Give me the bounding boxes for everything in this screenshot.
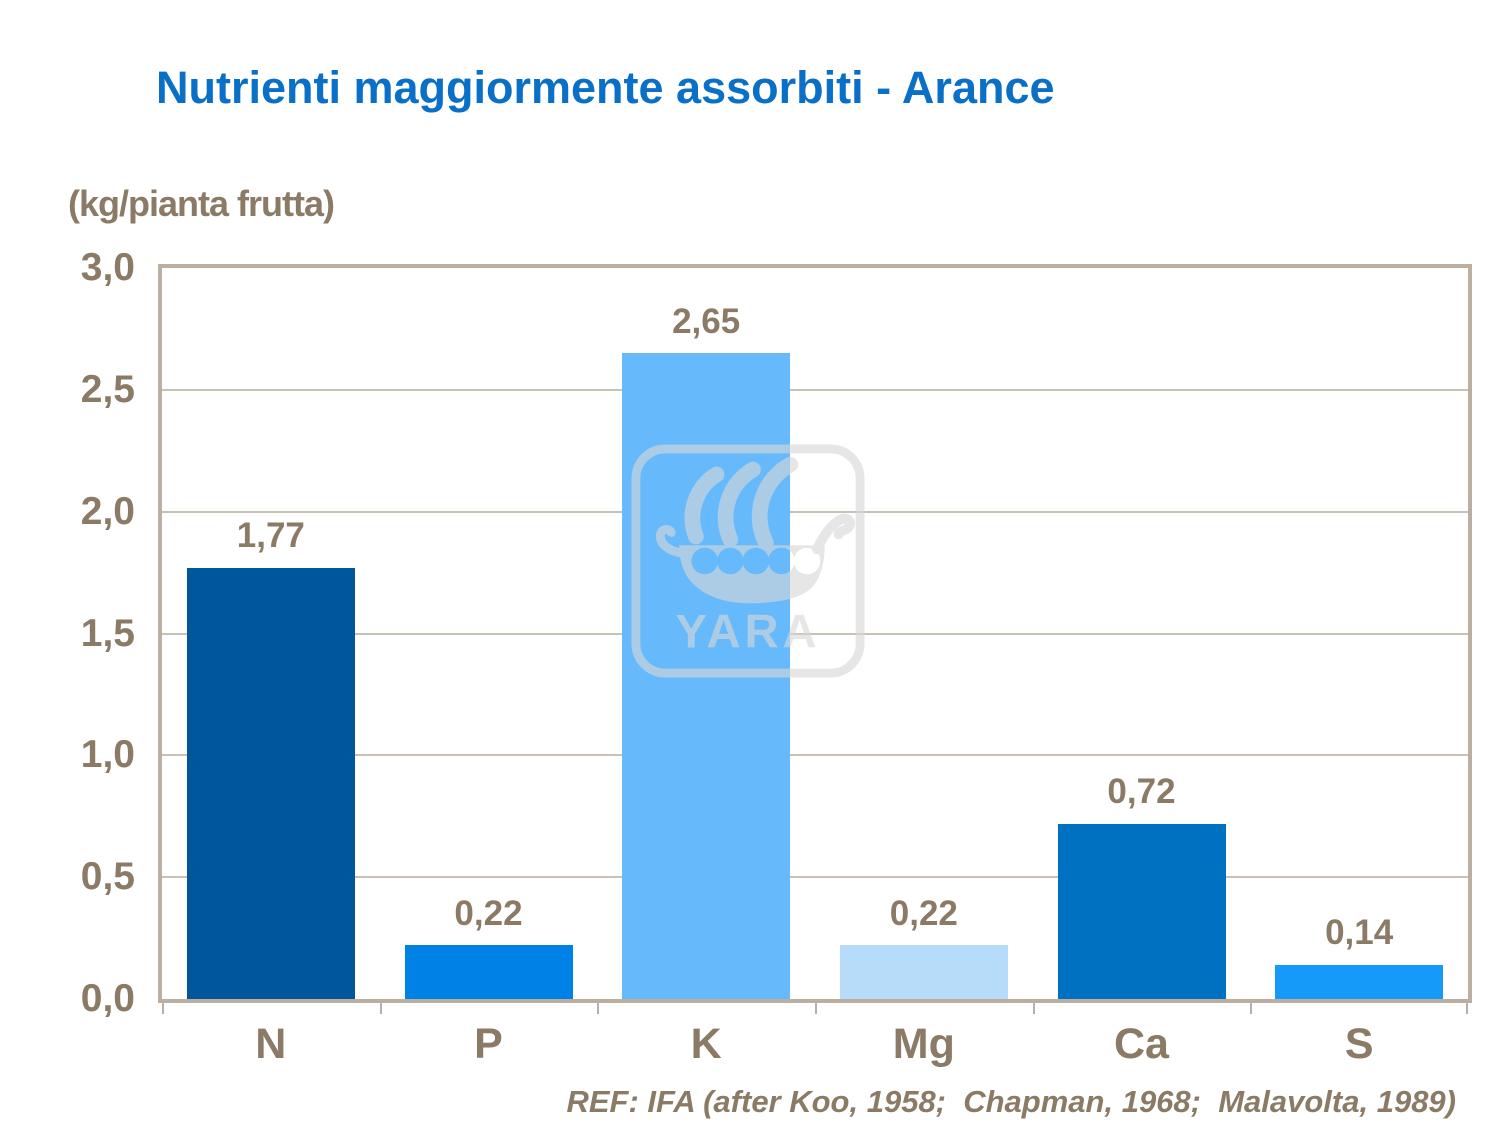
x-tick-mark [815, 1003, 817, 1014]
y-tick-label-0-0: 0,0 [80, 977, 135, 1020]
x-tick-mark [1032, 1003, 1035, 1014]
bar-value-label-P: 0,22 [454, 893, 523, 933]
gridline [162, 632, 1468, 635]
bar-value-label-S: 0,14 [1325, 913, 1394, 953]
bar-value-label-K: 2,65 [672, 301, 741, 341]
y-tick-label-0-5: 0,5 [80, 855, 135, 899]
x-category-label-P: P [474, 1020, 503, 1068]
y-tick-label-3-0: 3,0 [80, 246, 135, 289]
x-axis-ticks [162, 1003, 1468, 1015]
bar-Ca [1057, 823, 1226, 999]
bar-value-label-N: 1,77 [236, 516, 305, 556]
bar-value-label-Mg: 0,22 [889, 893, 958, 933]
x-category-label-K: K [690, 1020, 722, 1068]
y-axis: 0,0 0,5 1,0 1,5 2,0 2,5 3,0 [0, 246, 135, 1020]
chart-title: Nutrienti maggiormente assorbiti - Aranc… [156, 62, 1055, 113]
reference-text: REF: IFA (after Koo, 1958; Chapman, 1968… [566, 1084, 1456, 1119]
x-tick-mark [162, 1003, 164, 1014]
y-tick-label-1-0: 1,0 [80, 733, 135, 777]
bar-N [186, 567, 355, 999]
bar-K [622, 353, 791, 999]
x-category-label-Mg: Mg [892, 1020, 955, 1068]
x-category-label-Ca: Ca [1114, 1020, 1169, 1068]
x-tick-mark [1466, 1003, 1468, 1014]
y-tick-label-2-0: 2,0 [80, 489, 135, 533]
bar-S [1275, 964, 1444, 999]
x-tick-mark [597, 1003, 600, 1014]
gridline [162, 388, 1468, 391]
y-tick-label-1-5: 1,5 [80, 611, 135, 655]
gridline [162, 876, 1468, 879]
gridline [162, 754, 1468, 757]
y-axis-unit-label: (kg/pianta frutta) [68, 183, 335, 224]
bar-value-label-Ca: 0,72 [1107, 772, 1176, 812]
plot-area: 1,77 0,22 2,65 0,22 0,72 0,14 [158, 264, 1472, 1003]
bar-Mg [839, 945, 1008, 999]
x-category-label-N: N [255, 1020, 287, 1068]
x-category-label-S: S [1344, 1020, 1374, 1068]
bar-P [404, 945, 573, 999]
x-axis-labels: N P K Mg Ca S [162, 1020, 1468, 1072]
x-tick-mark [379, 1003, 382, 1014]
y-tick-label-2-5: 2,5 [80, 367, 135, 411]
x-tick-mark [1250, 1003, 1253, 1014]
gridline [162, 510, 1468, 513]
